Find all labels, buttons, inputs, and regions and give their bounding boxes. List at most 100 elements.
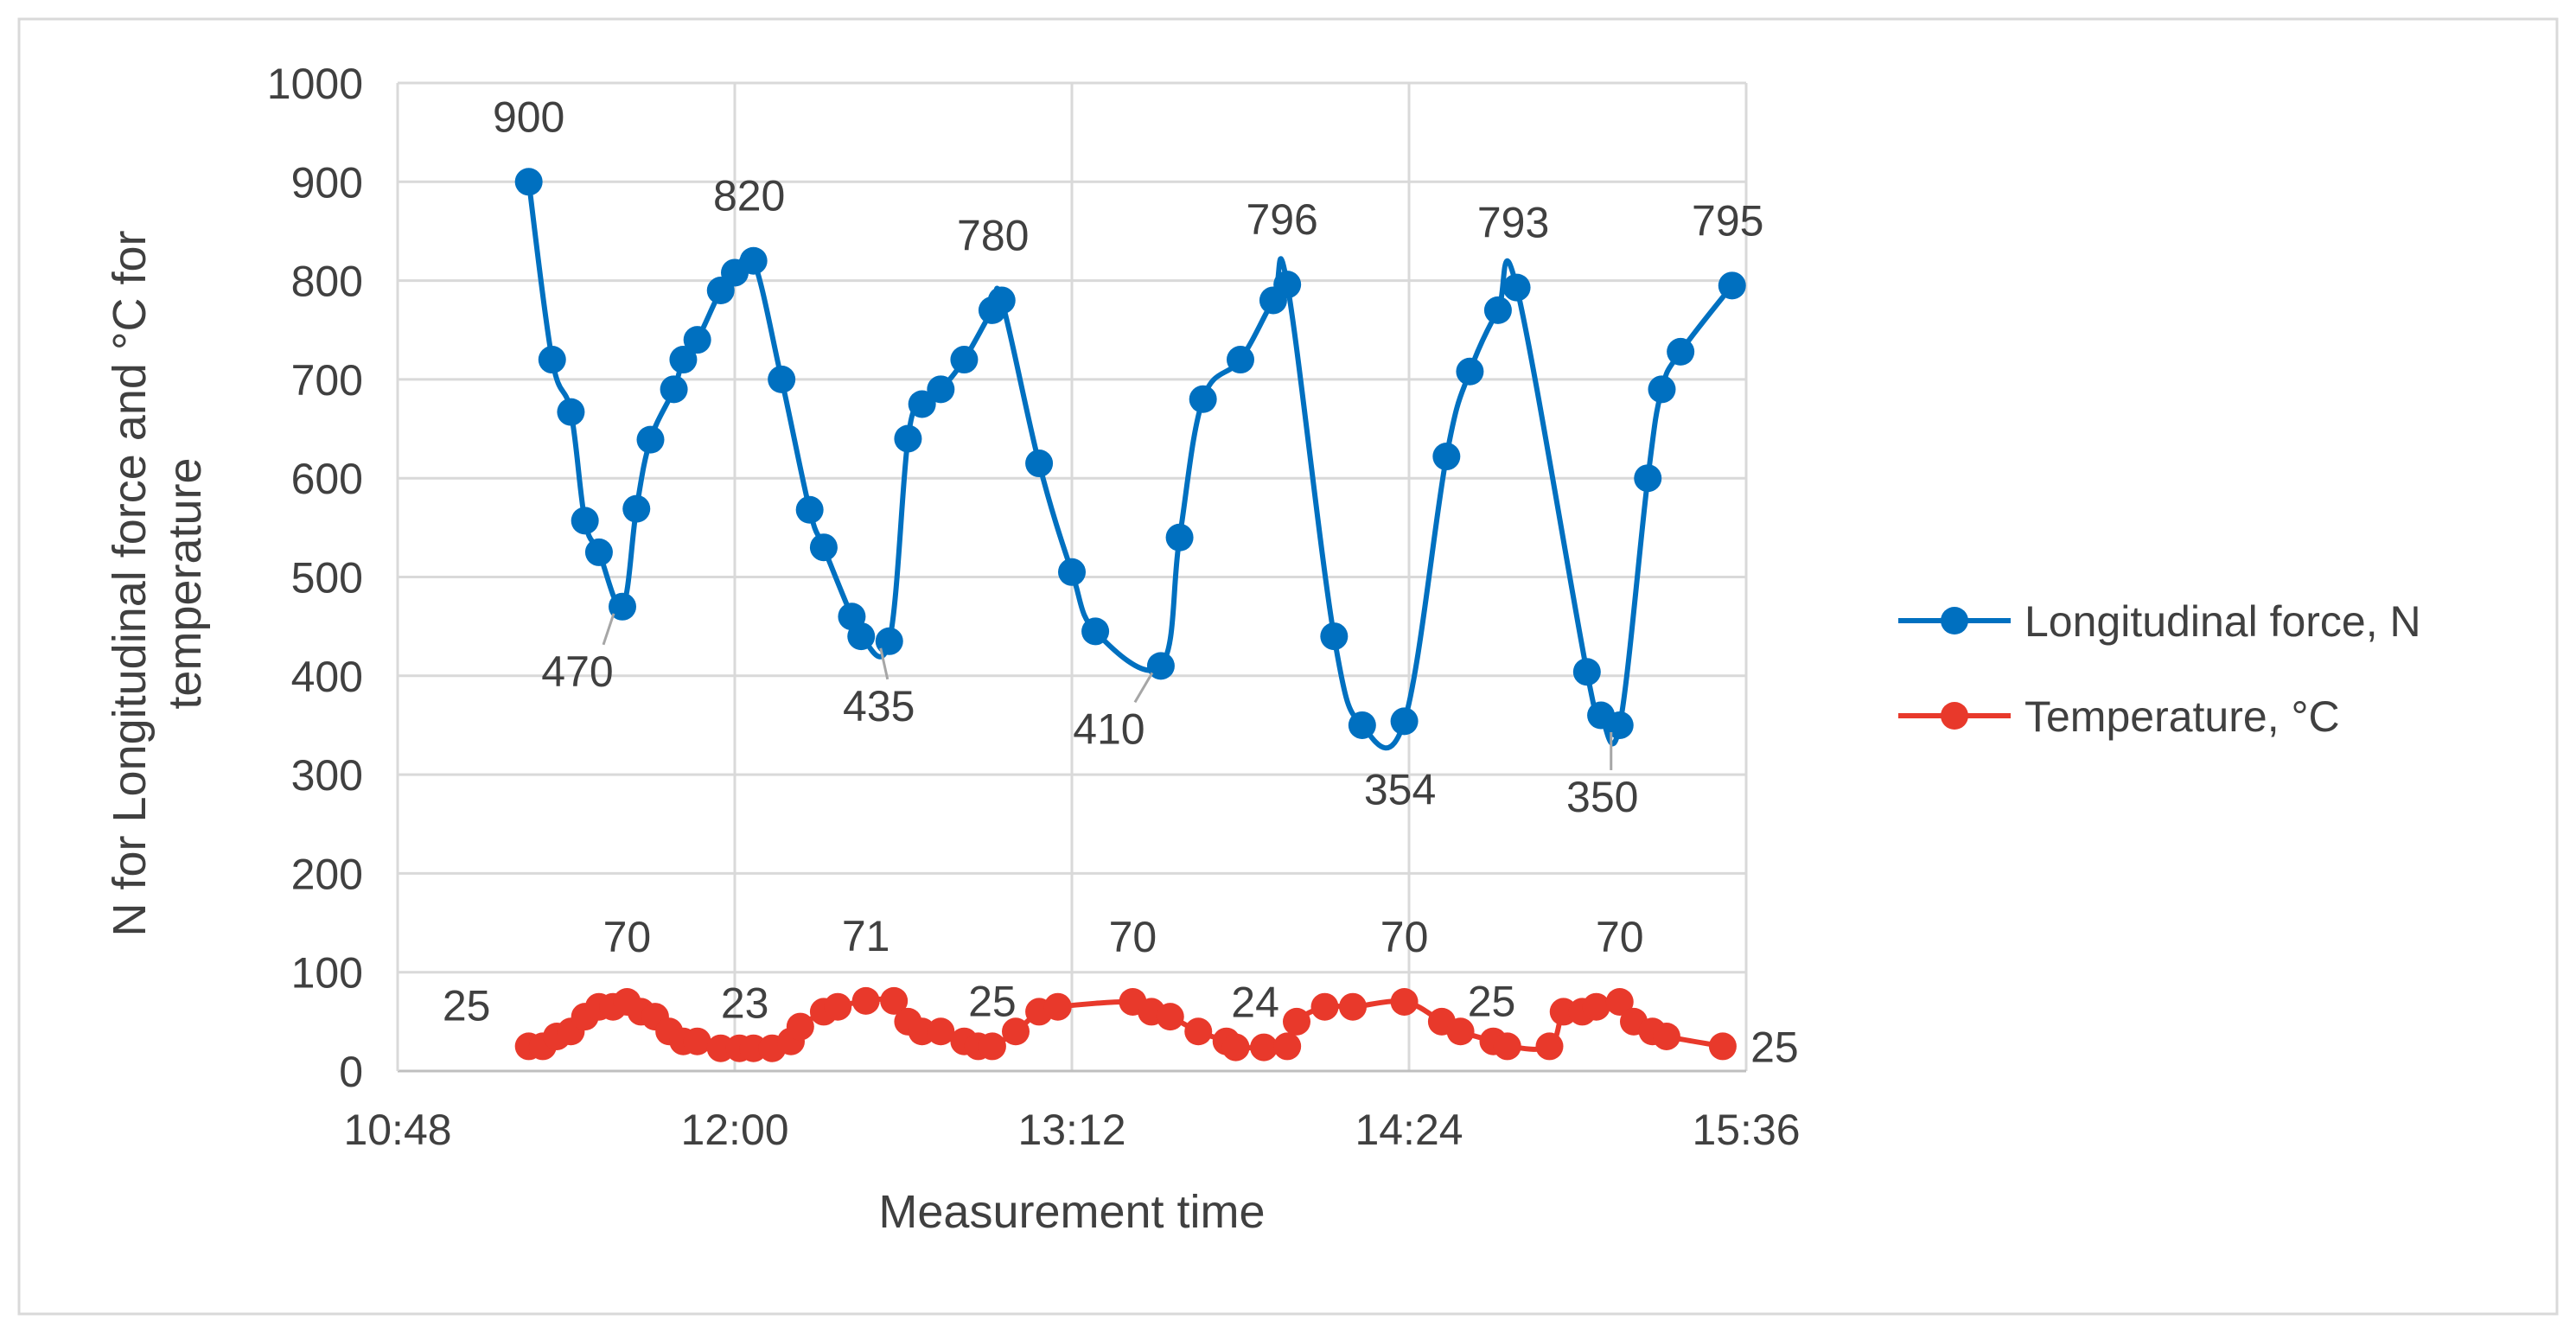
data-point [1250,1033,1278,1062]
y-tick-label: 0 [339,1048,363,1096]
temperature-data-label: 70 [603,913,652,961]
temperature-data-label: 24 [1231,979,1279,1027]
y-tick-label: 800 [291,258,363,306]
x-tick-label: 10:48 [343,1106,451,1154]
temperature-data-label: 23 [721,979,769,1028]
series-0 [514,168,1746,751]
data-point [1283,1007,1310,1036]
y-tick-label: 700 [291,356,363,405]
data-point [1605,987,1634,1016]
x-axis-tick-labels: 10:48 12:00 13:12 14:24 15:36 [343,1106,1800,1154]
axes [396,83,1746,1073]
legend-item: Longitudinal force, N [1898,597,2421,646]
force-data-label: 410 [1073,705,1145,753]
data-point [1634,464,1662,493]
data-point [824,992,852,1021]
x-tick-label: 14:24 [1355,1106,1463,1154]
y-axis-tick-labels: 0 100 200 300 400 500 600 700 800 900 1000 [267,60,363,1096]
data-point [514,168,543,196]
data-point [1582,992,1610,1021]
data-label-leader [1133,672,1154,704]
gridlines [398,81,1748,1071]
series-1 [514,986,1737,1062]
data-point [1648,375,1676,404]
data-point [1456,357,1484,386]
data-point [557,398,585,426]
y-tick-label: 900 [291,158,363,207]
data-point [622,494,651,523]
chart-border [17,17,2559,1316]
data-point [1227,346,1254,374]
temperature-data-label: 70 [1109,913,1157,961]
data-point [1483,296,1512,324]
x-tick-label: 13:12 [1017,1106,1125,1154]
data-point [1652,1022,1680,1050]
series-layer [514,168,1746,1062]
data-point [1339,992,1367,1021]
data-point [950,346,979,374]
data-label-layer: 900 470 820 435 780 410 796 354 793 350 795 25 70 23 7… [443,92,1799,1071]
data-point [1025,450,1054,478]
data-point [1146,652,1175,680]
data-point [683,326,711,354]
data-point [1189,385,1217,413]
data-point [1348,711,1376,739]
temperature-data-label: 70 [1596,913,1644,961]
data-point [1273,271,1302,299]
data-label-leader [879,647,889,680]
data-point [1390,707,1419,736]
data-point [875,627,903,655]
data-point [609,592,636,621]
y-tick-label: 200 [291,850,363,898]
temperature-data-label: 25 [1750,1023,1799,1071]
data-point [1165,523,1194,552]
temperature-data-label: 25 [968,977,1017,1025]
y-tick-label: 400 [291,653,363,701]
data-label-leader [602,613,615,646]
data-point [880,986,909,1015]
force-data-label: 435 [843,682,915,730]
data-point [1221,1033,1250,1062]
legend-item: Temperature, °C [1898,692,2340,741]
y-tick-label: 1000 [267,60,363,108]
x-tick-label: 12:00 [680,1106,788,1154]
y-axis-label-line-2: temperature [159,457,211,709]
x-axis-label: Measurement time [878,1186,1265,1238]
legend-label: Longitudinal force, N [2024,597,2421,646]
legend-marker [1941,702,1968,730]
data-point [987,286,1016,315]
data-point [927,375,955,404]
y-tick-label: 300 [291,751,363,800]
data-point [978,1032,1006,1061]
data-point [809,533,838,562]
data-point [683,1027,711,1055]
data-point [1605,711,1634,739]
force-data-label: 350 [1566,773,1638,821]
data-point [636,425,665,454]
force-data-label: 470 [541,647,613,696]
data-point [584,538,613,566]
data-point [669,346,698,374]
data-point [739,246,768,275]
data-point [1310,992,1339,1021]
data-point [768,365,796,393]
data-point [1432,443,1461,471]
data-point [847,622,876,651]
legend: Longitudinal force, N Temperature, °C [1898,597,2421,741]
data-point [660,375,688,404]
data-point [1572,658,1601,686]
data-point [1502,273,1531,302]
data-point [1667,337,1695,366]
data-point [1708,1032,1737,1061]
data-point [908,390,936,418]
data-point [1043,992,1072,1021]
force-data-label: 900 [493,92,564,141]
data-point [1081,617,1110,646]
data-point [1493,1032,1521,1061]
data-point [1184,1017,1213,1046]
data-point [795,495,824,524]
data-point [1718,271,1746,300]
temperature-data-label: 70 [1380,913,1429,961]
y-axis-label-line-1: N for Longitudinal force and °C for [104,230,156,936]
